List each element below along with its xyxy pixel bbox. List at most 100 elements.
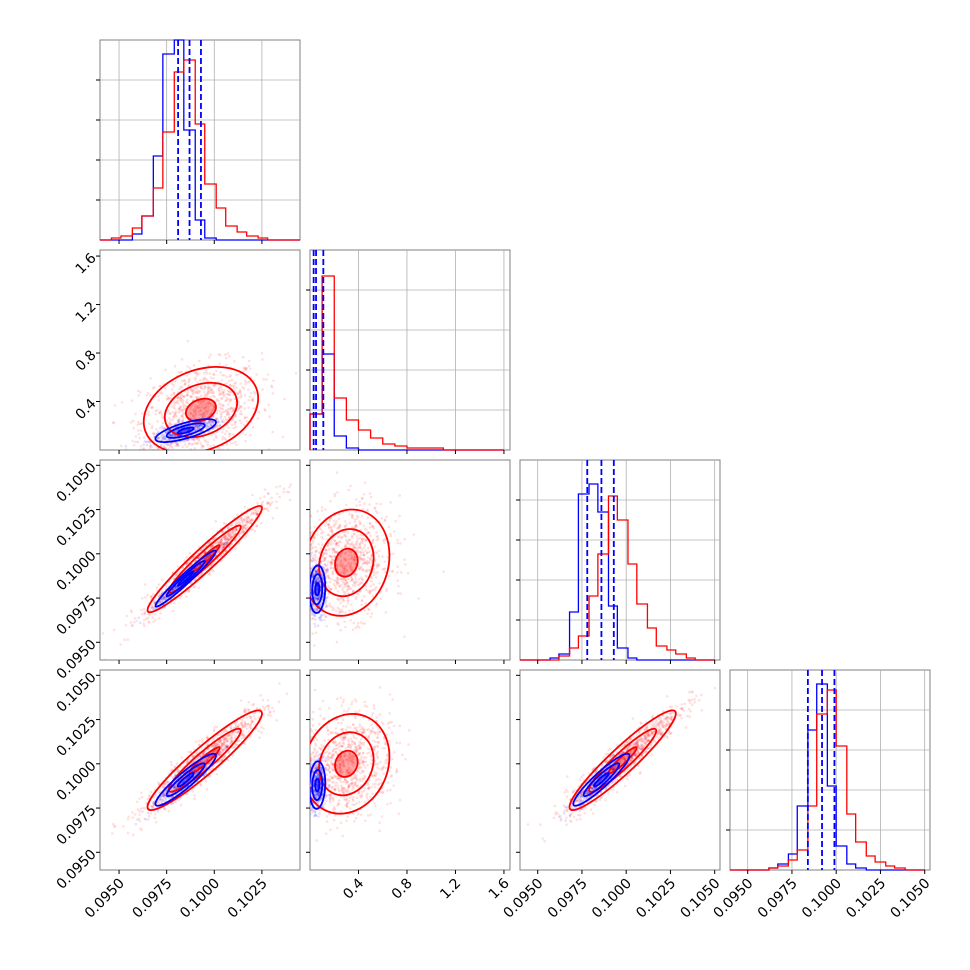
scatter-point bbox=[242, 531, 245, 534]
scatter-point bbox=[175, 444, 179, 447]
scatter-point bbox=[226, 410, 230, 414]
scatter-point bbox=[221, 545, 225, 549]
scatter-point bbox=[217, 744, 221, 747]
scatter-point bbox=[223, 534, 227, 538]
scatter-point bbox=[227, 734, 231, 737]
scatter-point bbox=[315, 596, 319, 600]
scatter-point bbox=[149, 790, 153, 794]
scatter-point bbox=[244, 515, 247, 519]
scatter-point bbox=[209, 553, 212, 556]
scatter-point bbox=[186, 365, 189, 368]
scatter-point bbox=[323, 557, 326, 560]
scatter-point bbox=[229, 727, 233, 731]
scatter-point bbox=[185, 445, 189, 448]
scatter-point bbox=[146, 797, 150, 801]
scatter-point bbox=[363, 481, 367, 485]
scatter-point bbox=[209, 553, 212, 557]
scatter-point bbox=[258, 736, 261, 739]
hist-series_b bbox=[520, 495, 715, 661]
scatter-point bbox=[344, 567, 347, 571]
scatter-point bbox=[173, 404, 176, 407]
scatter-point bbox=[182, 439, 186, 443]
contour-series_a bbox=[154, 549, 217, 608]
scatter-point bbox=[217, 743, 221, 746]
scatter-point bbox=[315, 579, 318, 583]
scatter-point bbox=[167, 397, 170, 401]
scatter-point bbox=[352, 533, 356, 536]
scatter-point bbox=[220, 744, 223, 748]
scatter-point bbox=[174, 411, 177, 415]
scatter-point bbox=[250, 727, 253, 731]
scatter-point bbox=[252, 511, 256, 514]
scatter-point bbox=[239, 721, 243, 725]
scatter-point bbox=[248, 520, 252, 524]
scatter-point bbox=[366, 516, 369, 519]
scatter-point bbox=[226, 537, 229, 541]
scatter-point bbox=[340, 583, 343, 587]
scatter-point bbox=[358, 520, 361, 523]
scatter-point bbox=[208, 401, 211, 405]
scatter-point bbox=[336, 597, 339, 601]
scatter-point bbox=[221, 543, 224, 547]
scatter-point bbox=[192, 586, 196, 589]
scatter-point bbox=[226, 534, 230, 538]
scatter-point bbox=[169, 397, 173, 400]
scatter-point bbox=[358, 546, 361, 550]
scatter-point bbox=[338, 563, 342, 567]
scatter-point bbox=[224, 535, 227, 539]
scatter-point bbox=[372, 583, 375, 586]
scatter-point bbox=[140, 608, 143, 612]
scatter-point bbox=[358, 536, 362, 540]
scatter-point bbox=[355, 573, 359, 576]
scatter-point bbox=[216, 417, 219, 420]
scatter-point bbox=[220, 387, 224, 391]
scatter-point bbox=[174, 430, 178, 433]
hist-series_b bbox=[100, 59, 300, 241]
scatter-point bbox=[345, 582, 348, 586]
scatter-point bbox=[345, 585, 348, 588]
scatter-point bbox=[135, 818, 139, 821]
scatter-point bbox=[237, 391, 240, 395]
scatter-point bbox=[210, 568, 214, 572]
scatter-point bbox=[353, 572, 357, 576]
scatter-point bbox=[331, 570, 335, 573]
scatter-point bbox=[177, 420, 180, 424]
scatter-point bbox=[173, 786, 176, 789]
scatter-point bbox=[364, 539, 367, 543]
scatter-point bbox=[234, 527, 238, 531]
scatter-point bbox=[335, 640, 339, 644]
scatter-inner bbox=[111, 339, 298, 450]
scatter-point bbox=[341, 535, 344, 539]
scatter-point bbox=[268, 415, 271, 418]
scatter-point bbox=[242, 423, 246, 427]
scatter-point bbox=[242, 530, 246, 533]
scatter-point bbox=[197, 372, 200, 376]
scatter-point bbox=[172, 401, 176, 405]
scatter-point bbox=[227, 734, 230, 737]
scatter-point bbox=[232, 441, 235, 445]
scatter-point bbox=[146, 616, 150, 620]
scatter-point bbox=[367, 560, 370, 564]
scatter-point bbox=[354, 555, 357, 559]
scatter-point bbox=[151, 805, 154, 809]
scatter-point bbox=[358, 550, 361, 554]
scatter-point bbox=[192, 388, 195, 392]
scatter-point bbox=[351, 513, 354, 517]
scatter-point bbox=[227, 535, 231, 539]
scatter-point bbox=[222, 393, 226, 397]
scatter-point bbox=[220, 744, 223, 748]
scatter-point bbox=[334, 587, 338, 590]
scatter-point bbox=[177, 396, 180, 399]
scatter-point bbox=[201, 405, 204, 408]
scatter-point bbox=[172, 588, 175, 592]
scatter-point bbox=[196, 427, 200, 431]
scatter-point bbox=[209, 421, 213, 424]
scatter-point bbox=[166, 396, 170, 400]
scatter-point bbox=[227, 538, 231, 542]
scatter-point bbox=[350, 578, 354, 582]
scatter-point bbox=[229, 406, 233, 409]
scatter-point bbox=[208, 420, 211, 423]
scatter-point bbox=[245, 420, 249, 423]
scatter-point bbox=[143, 440, 147, 443]
scatter-point bbox=[332, 548, 335, 551]
